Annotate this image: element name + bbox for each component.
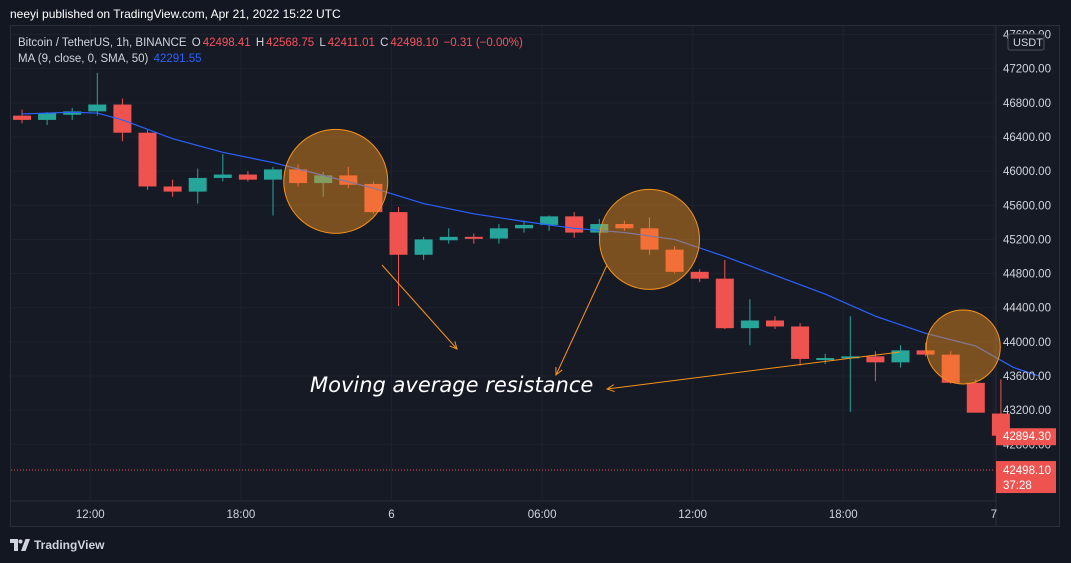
candle-body[interactable] xyxy=(213,174,232,178)
legend-open-label: O xyxy=(191,37,201,49)
candle-body[interactable] xyxy=(791,326,810,359)
candle-body[interactable] xyxy=(88,104,107,112)
candle-body[interactable] xyxy=(314,175,333,184)
currency-label-box[interactable] xyxy=(1007,33,1045,51)
y-tick-label: 43600.00 xyxy=(1003,371,1051,383)
x-tick-label: 12:00 xyxy=(76,509,105,521)
x-tick-label: 06:00 xyxy=(528,509,557,521)
candle-body[interactable] xyxy=(715,278,734,329)
candle-body[interactable] xyxy=(866,356,885,363)
legend-open-value: 42498.41 xyxy=(202,37,251,49)
legend-close-value: 42498.10 xyxy=(390,37,439,49)
candle-body[interactable] xyxy=(665,249,684,272)
y-tick-label: 46000.00 xyxy=(1003,166,1051,178)
price-tag-countdown: 37:28 xyxy=(1003,480,1032,492)
x-tick-label: 7 xyxy=(991,509,997,521)
legend-ma-value: 42291.55 xyxy=(153,53,202,65)
legend-ma-label[interactable]: MA (9, close, 0, SMA, 50) xyxy=(18,53,149,65)
annotation-circle[interactable] xyxy=(599,188,700,290)
legend-high-label: H xyxy=(255,37,265,49)
candle-body[interactable] xyxy=(464,236,483,239)
legend-change: −0.31 (−0.00%) xyxy=(443,37,523,49)
candle-body[interactable] xyxy=(63,111,82,115)
candle-body[interactable] xyxy=(289,169,308,184)
candle-body[interactable] xyxy=(916,350,935,355)
annotation-arrowhead xyxy=(605,384,615,393)
y-tick-label: 45200.00 xyxy=(1003,234,1051,246)
moving-average-line[interactable] xyxy=(21,111,1039,377)
annotation-arrowhead xyxy=(555,366,563,377)
annotation-arrow[interactable] xyxy=(606,351,901,390)
annotation-arrow[interactable] xyxy=(381,264,458,350)
candle-body[interactable] xyxy=(13,115,31,120)
candle-body[interactable] xyxy=(740,320,759,329)
price-tag-ma xyxy=(996,428,1056,446)
candle-body[interactable] xyxy=(414,239,433,255)
publisher-line: neeyi published on TradingView.com, Apr … xyxy=(10,7,341,21)
annotation-circle[interactable] xyxy=(925,309,1001,385)
x-tick-label: 6 xyxy=(388,509,394,521)
price-tag-last-text: 42498.10 xyxy=(1003,465,1051,477)
footer-brand[interactable]: TradingView xyxy=(10,538,104,552)
legend-close-label: C xyxy=(380,37,389,49)
annotation-label: Moving average resistance xyxy=(310,373,593,397)
legend-low-value: 42411.01 xyxy=(327,37,375,49)
candle-body[interactable] xyxy=(264,169,282,180)
legend-ohlc-row: Bitcoin / TetherUS, 1h, BINANCE O 42498.4… xyxy=(18,35,525,51)
candle-body[interactable] xyxy=(515,224,533,229)
currency-label: USDT xyxy=(1013,37,1043,49)
y-tick-label: 46800.00 xyxy=(1003,98,1051,110)
candle-body[interactable] xyxy=(540,216,559,225)
candle-body[interactable] xyxy=(38,113,57,120)
candle-body[interactable] xyxy=(188,177,207,192)
annotation-arrow[interactable] xyxy=(555,264,608,376)
candle-body[interactable] xyxy=(389,212,408,255)
candle-body[interactable] xyxy=(163,186,182,192)
footer-brand-label: TradingView xyxy=(34,538,105,552)
candle-body[interactable] xyxy=(113,104,132,133)
price-tag-last xyxy=(996,461,1056,494)
candle-body[interactable] xyxy=(941,354,960,383)
candle-body[interactable] xyxy=(439,236,458,241)
y-tick-label: 44400.00 xyxy=(1003,303,1051,315)
x-tick-label: 12:00 xyxy=(678,509,707,521)
legend-low-label: L xyxy=(319,37,326,49)
candle-body[interactable] xyxy=(816,358,835,361)
legend-symbol[interactable]: Bitcoin / TetherUS, 1h, BINANCE xyxy=(18,37,187,49)
y-tick-label: 43200.00 xyxy=(1003,405,1051,417)
candle-body[interactable] xyxy=(690,271,709,279)
candle-body[interactable] xyxy=(590,224,609,233)
price-tag-ma-text: 42894.30 xyxy=(1003,431,1051,443)
y-tick-label: 46400.00 xyxy=(1003,132,1051,144)
annotation-arrowhead xyxy=(449,341,458,350)
candle-body[interactable] xyxy=(364,183,383,213)
candle-body[interactable] xyxy=(138,132,157,187)
candle-body[interactable] xyxy=(565,216,584,233)
y-tick-label: 44800.00 xyxy=(1003,269,1051,281)
y-tick-label: 45600.00 xyxy=(1003,200,1051,212)
tradingview-logo-icon xyxy=(10,539,30,551)
candle-body[interactable] xyxy=(766,320,784,327)
chart-frame[interactable] xyxy=(10,25,1060,527)
candle-body[interactable] xyxy=(489,228,508,239)
x-tick-label: 18:00 xyxy=(226,509,255,521)
candle-body[interactable] xyxy=(891,350,910,363)
candle-body[interactable] xyxy=(640,228,659,250)
x-tick-label: 18:00 xyxy=(829,509,858,521)
candle-body[interactable] xyxy=(615,224,634,229)
candle-body[interactable] xyxy=(841,356,860,359)
candle-body[interactable] xyxy=(238,174,257,180)
candle-body[interactable] xyxy=(966,382,985,413)
y-tick-label: 44000.00 xyxy=(1003,337,1051,349)
annotation-circle[interactable] xyxy=(283,128,389,234)
y-tick-label: 47200.00 xyxy=(1003,64,1051,76)
legend-high-value: 42568.75 xyxy=(266,37,315,49)
candle-body[interactable] xyxy=(339,175,358,185)
legend-ma-row: MA (9, close, 0, SMA, 50) 42291.55 xyxy=(18,51,525,67)
chart-legend: Bitcoin / TetherUS, 1h, BINANCE O 42498.4… xyxy=(18,35,525,67)
